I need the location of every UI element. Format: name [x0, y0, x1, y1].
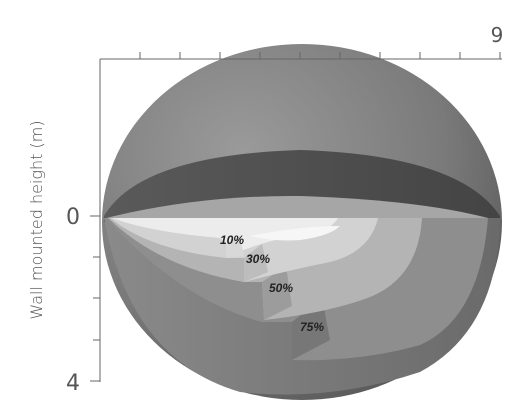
y-axis-title: Wall mounted height (m)	[27, 120, 46, 319]
zone-75-face	[292, 298, 330, 360]
axes	[90, 52, 502, 382]
zone-label-30: 30%	[246, 252, 270, 266]
zone-10-face	[226, 236, 244, 258]
zone-upper-plate	[106, 195, 488, 218]
zone-label-75: 75%	[300, 320, 324, 334]
inner-lip	[250, 226, 340, 241]
zone-50-face	[262, 266, 292, 320]
y-axis-zero-label: 0	[66, 205, 80, 230]
zone-label-50: 50%	[269, 281, 293, 295]
zone-label-10: 10%	[220, 233, 244, 247]
y-axis-max-label: 4	[66, 371, 80, 396]
x-axis-max-label: 9	[491, 23, 504, 47]
zone-10	[112, 218, 338, 258]
zone-30-face	[244, 244, 268, 282]
